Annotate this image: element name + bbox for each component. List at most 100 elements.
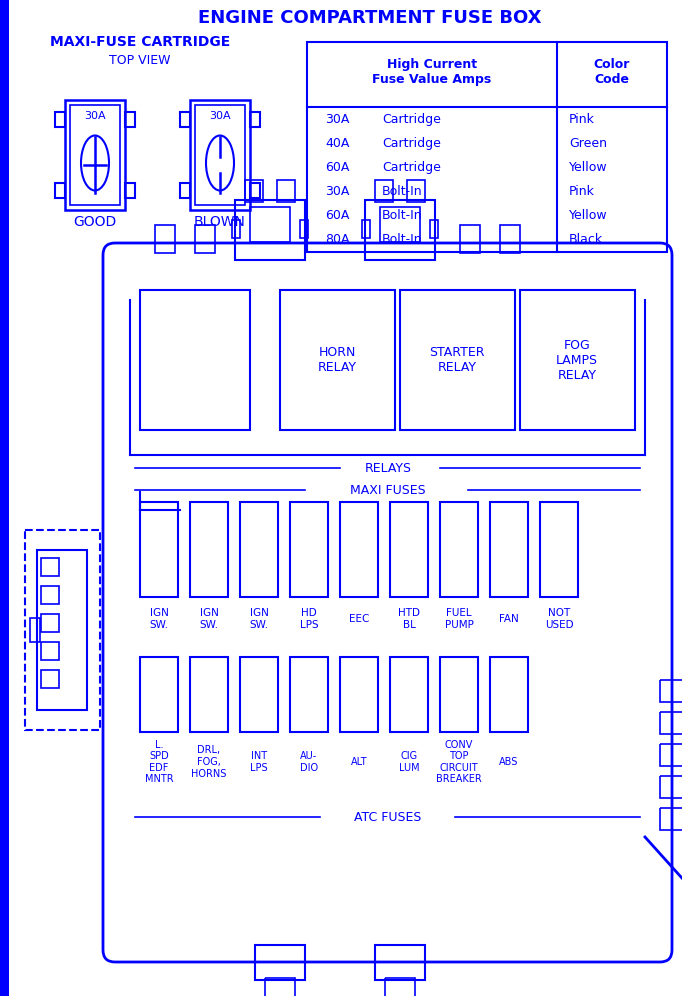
Bar xyxy=(390,502,428,597)
Text: Cartridge: Cartridge xyxy=(382,113,441,125)
Text: 80A: 80A xyxy=(325,233,349,246)
Bar xyxy=(140,657,178,732)
Bar xyxy=(195,225,215,253)
Bar xyxy=(190,657,228,732)
Bar xyxy=(430,220,438,238)
Bar xyxy=(41,586,59,604)
Text: CIG
LUM: CIG LUM xyxy=(399,751,419,773)
Bar xyxy=(400,290,515,430)
Text: HORN
RELAY: HORN RELAY xyxy=(318,346,357,374)
Text: IGN
SW.: IGN SW. xyxy=(200,609,218,629)
Bar xyxy=(390,657,428,732)
Bar xyxy=(180,112,190,127)
Bar xyxy=(375,180,393,202)
Text: Bolt-In: Bolt-In xyxy=(382,185,423,198)
Bar xyxy=(365,200,435,260)
Bar xyxy=(307,42,667,252)
Bar xyxy=(660,776,682,798)
Text: BLOWN: BLOWN xyxy=(194,215,246,229)
Text: FOG
LAMPS
RELAY: FOG LAMPS RELAY xyxy=(556,339,598,381)
Bar xyxy=(380,207,420,242)
Bar xyxy=(65,100,125,210)
Text: Yellow: Yellow xyxy=(569,209,608,222)
Text: 40A: 40A xyxy=(325,136,349,149)
Text: Green: Green xyxy=(569,136,607,149)
Text: Pink: Pink xyxy=(569,113,595,125)
Text: MAXI-FUSE CARTRIDGE: MAXI-FUSE CARTRIDGE xyxy=(50,35,230,49)
Text: EEC: EEC xyxy=(349,614,369,624)
Text: Pink: Pink xyxy=(569,185,595,198)
Bar xyxy=(340,502,378,597)
Bar xyxy=(125,183,135,198)
Bar xyxy=(25,530,100,730)
Text: TOP VIEW: TOP VIEW xyxy=(109,54,170,67)
Text: 30A: 30A xyxy=(84,111,106,121)
Text: ATC FUSES: ATC FUSES xyxy=(355,811,421,824)
Bar xyxy=(660,712,682,734)
Bar xyxy=(190,502,228,597)
Text: 30A: 30A xyxy=(325,113,349,125)
Bar xyxy=(180,183,190,198)
Text: STARTER
RELAY: STARTER RELAY xyxy=(429,346,485,374)
Bar xyxy=(250,112,260,127)
Text: RELAYS: RELAYS xyxy=(364,461,411,474)
Bar xyxy=(250,207,290,242)
Bar xyxy=(440,502,478,597)
Text: AU-
DIO: AU- DIO xyxy=(300,751,318,773)
Bar xyxy=(232,220,240,238)
Bar xyxy=(277,180,295,202)
Bar xyxy=(70,105,120,205)
Bar xyxy=(140,290,250,430)
Bar xyxy=(660,680,682,702)
Bar xyxy=(660,808,682,830)
Bar xyxy=(190,100,250,210)
Text: CONV
TOP
CIRCUIT
BREAKER: CONV TOP CIRCUIT BREAKER xyxy=(436,740,482,785)
Text: FUEL
PUMP: FUEL PUMP xyxy=(445,609,473,629)
Text: Bolt-In: Bolt-In xyxy=(382,209,423,222)
Text: ALT: ALT xyxy=(351,757,368,767)
Bar xyxy=(41,670,59,688)
Bar xyxy=(250,183,260,198)
Text: High Current
Fuse Value Amps: High Current Fuse Value Amps xyxy=(372,58,492,86)
Bar xyxy=(55,183,65,198)
Text: ABS: ABS xyxy=(499,757,519,767)
Bar xyxy=(375,945,425,980)
Bar xyxy=(30,618,40,642)
Bar xyxy=(490,502,528,597)
Text: IGN
SW.: IGN SW. xyxy=(250,609,269,629)
Text: L.
SPD
EDF
MNTR: L. SPD EDF MNTR xyxy=(145,740,173,785)
Bar xyxy=(235,200,305,260)
Bar xyxy=(41,558,59,576)
Bar xyxy=(240,657,278,732)
Text: GOOD: GOOD xyxy=(74,215,117,229)
Text: Black: Black xyxy=(569,233,603,246)
Bar xyxy=(660,744,682,766)
Text: 60A: 60A xyxy=(325,209,349,222)
Bar xyxy=(37,550,87,710)
Bar xyxy=(520,290,635,430)
Text: 30A: 30A xyxy=(209,111,231,121)
Text: Cartridge: Cartridge xyxy=(382,136,441,149)
Text: Bolt-In: Bolt-In xyxy=(382,233,423,246)
Text: INT
LPS: INT LPS xyxy=(250,751,268,773)
Text: NOT
USED: NOT USED xyxy=(545,609,574,629)
Text: FAN: FAN xyxy=(499,614,519,624)
Text: Cartridge: Cartridge xyxy=(382,161,441,174)
Bar xyxy=(490,657,528,732)
Bar xyxy=(460,225,480,253)
Bar xyxy=(440,657,478,732)
Bar xyxy=(407,180,425,202)
Bar xyxy=(540,502,578,597)
Bar xyxy=(195,105,245,205)
Bar xyxy=(255,945,305,980)
Text: Color
Code: Color Code xyxy=(594,58,630,86)
Text: HD
LPS: HD LPS xyxy=(299,609,318,629)
Bar xyxy=(385,978,415,996)
Bar xyxy=(41,614,59,632)
Text: Yellow: Yellow xyxy=(569,161,608,174)
Text: 30A: 30A xyxy=(325,185,349,198)
Bar xyxy=(41,642,59,660)
Bar xyxy=(290,657,328,732)
Text: MAXI FUSES: MAXI FUSES xyxy=(350,483,426,496)
Bar xyxy=(265,978,295,996)
